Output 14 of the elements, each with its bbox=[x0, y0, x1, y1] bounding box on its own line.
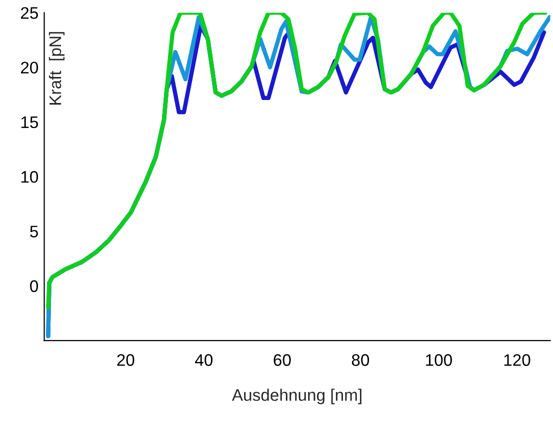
y-tick-label: 0 bbox=[30, 280, 38, 292]
y-tick-label: 20 bbox=[20, 62, 38, 74]
x-tick-label: 80 bbox=[352, 354, 370, 366]
y-tick-label: 5 bbox=[30, 226, 38, 238]
x-tick-label: 120 bbox=[504, 354, 530, 366]
x-tick-label: 60 bbox=[274, 354, 291, 366]
x-axis-title: Ausdehnung [nm] bbox=[232, 388, 362, 404]
y-tick-label: 10 bbox=[21, 171, 38, 183]
y-tick-label: 15 bbox=[21, 116, 38, 128]
y-axis-title: Kraft [pN] bbox=[48, 32, 64, 105]
x-tick-label: 100 bbox=[426, 354, 452, 366]
x-tick-label: 40 bbox=[195, 354, 213, 366]
x-tick-label: 20 bbox=[117, 354, 134, 366]
y-tick-label: 25 bbox=[20, 7, 38, 19]
